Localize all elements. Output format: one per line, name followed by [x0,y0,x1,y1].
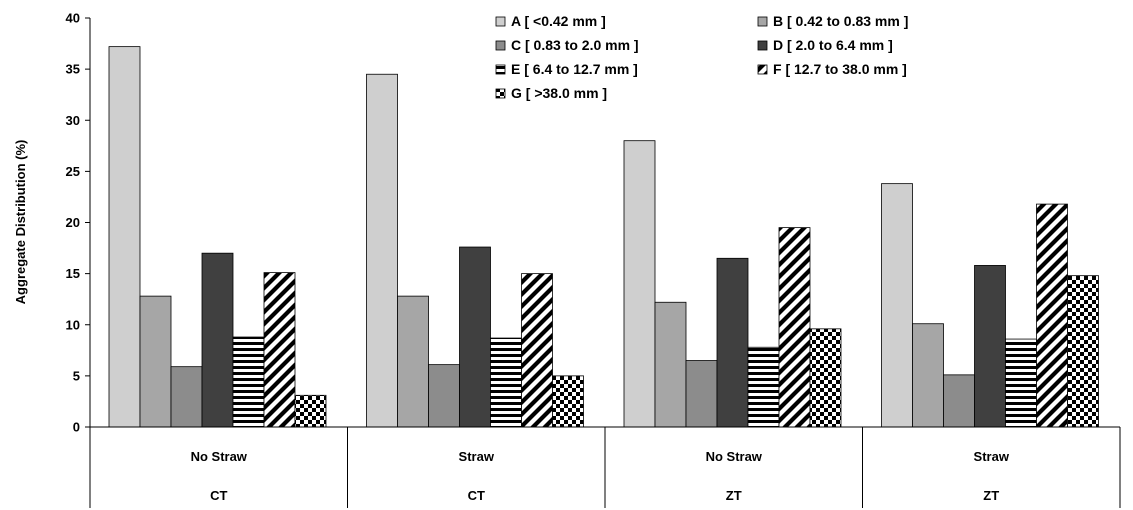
bar [809,328,842,428]
legend-swatch [757,40,768,51]
x-category-label: Straw [974,449,1010,464]
x-category-label: Straw [459,449,495,464]
y-tick-label: 25 [66,164,80,179]
y-axis-label: Aggregate Distribution (%) [13,140,28,305]
y-tick-label: 20 [66,215,80,230]
bar [623,140,656,428]
legend-swatch [757,64,768,75]
bar [397,295,429,428]
bar [747,346,780,428]
legend-label: C [ 0.83 to 2.0 mm ] [511,37,639,53]
legend-swatch [757,16,768,27]
y-tick-label: 35 [66,62,80,77]
legend-label: F [ 12.7 to 38.0 mm ] [773,61,907,77]
bar [974,265,1006,428]
bar [294,394,327,428]
y-axis: 0 5 10 15 20 25 30 35 40 Aggregate Distribution … [13,11,91,508]
bar [1005,338,1037,428]
x-group-label: ZT [983,488,999,503]
bar [366,73,398,428]
x-group-label: ZT [726,488,742,503]
legend-label: D [ 2.0 to 6.4 mm ] [773,37,893,53]
x-axis: No Straw CT Straw CT No Straw ZT Straw ZT [89,426,1121,508]
bar [263,272,296,428]
legend-label: B [ 0.42 to 0.83 mm ] [773,13,908,29]
plot-area [108,46,1099,428]
bar [139,295,172,428]
bar [716,257,749,428]
legend-label: A [ <0.42 mm ] [511,13,606,29]
bar [428,364,460,428]
x-category-label: No Straw [191,449,248,464]
bar [201,252,234,428]
legend: A [ <0.42 mm ] B [ 0.42 to 0.83 mm ] C [ 0… [495,13,908,101]
bar [170,366,203,428]
bar [912,323,944,428]
x-group-label: CT [468,488,485,503]
bar [108,46,141,428]
legend-label: G [ >38.0 mm ] [511,85,607,101]
legend-swatch [495,64,506,75]
x-category-label: No Straw [706,449,763,464]
bar [1036,203,1068,428]
bar [778,227,811,428]
bar [1067,275,1099,428]
y-tick-label: 10 [66,317,80,332]
y-tick-label: 30 [66,113,80,128]
bar [521,273,553,428]
bar [685,360,718,428]
x-group-label: CT [210,488,227,503]
legend-swatch [495,88,506,99]
bar [490,337,522,428]
y-tick-label: 40 [66,11,80,26]
legend-swatch [495,16,506,27]
y-tick-label: 15 [66,266,80,281]
y-tick-label: 0 [73,420,80,435]
bar [552,375,584,428]
bar [232,336,265,428]
legend-swatch [495,40,506,51]
bar [459,246,491,428]
legend-label: E [ 6.4 to 12.7 mm ] [511,61,638,77]
y-tick-label: 5 [73,368,80,383]
bar [881,183,913,428]
bar [654,301,687,428]
bar [943,374,975,428]
